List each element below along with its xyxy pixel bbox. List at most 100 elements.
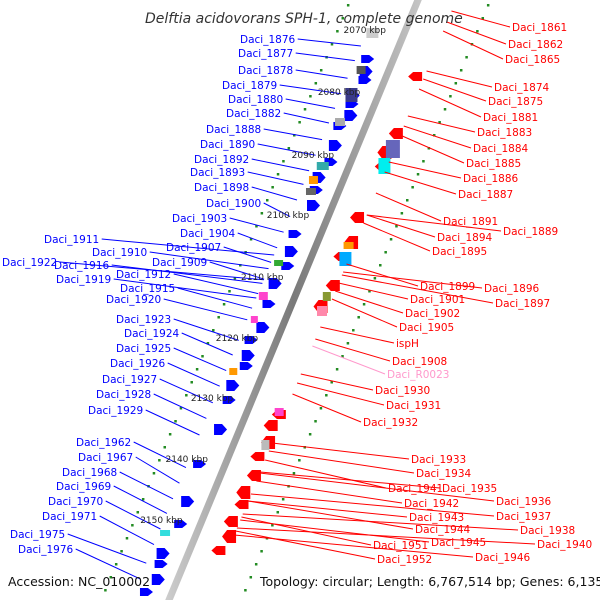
right-gene-label: Daci_1861 [512, 22, 567, 34]
tick-mark [244, 589, 247, 592]
kbp-label: 2090 kbp [292, 151, 335, 161]
kbp-label: 2070 kbp [344, 26, 387, 36]
leader-line [292, 393, 362, 423]
right-gene-label: Daci_R0023 [387, 369, 449, 381]
tick-mark [346, 4, 350, 7]
tick-mark [179, 407, 183, 410]
right-gene-label: Daci_1902 [405, 308, 460, 320]
leader-line [320, 326, 395, 344]
feature-box [335, 118, 346, 126]
leader-line [250, 493, 495, 517]
tick-mark [346, 342, 350, 345]
right-gene-label: Daci_1865 [505, 54, 560, 66]
leader-line [446, 21, 507, 45]
feature-box [345, 88, 358, 102]
leader-line [335, 290, 404, 314]
leader-line [260, 471, 441, 489]
leader-line [99, 515, 155, 546]
tick-mark [336, 30, 339, 33]
leader-line [285, 98, 336, 109]
tick-mark [287, 147, 291, 150]
leader-line [300, 373, 374, 391]
feature-box [258, 292, 268, 300]
forward-gene [156, 548, 170, 559]
forward-gene [151, 574, 165, 585]
tick-mark [368, 290, 371, 293]
tick-mark [325, 394, 328, 397]
tick-mark [476, 30, 479, 33]
leader-line [295, 69, 348, 79]
forward-gene [288, 230, 302, 238]
reverse-gene [236, 486, 251, 499]
reverse-gene [250, 452, 265, 461]
feature-box [250, 316, 258, 323]
tick-mark [308, 433, 312, 436]
right-gene-label: Daci_1931 [386, 400, 441, 412]
left-gene-label: Daci_1877 [238, 48, 293, 60]
tick-mark [120, 550, 123, 553]
forward-gene [328, 140, 342, 151]
tick-mark [174, 420, 177, 423]
genome-backbone [165, 0, 422, 600]
leader-line [366, 214, 502, 232]
right-gene-label: Daci_1901 [410, 294, 465, 306]
tick-mark [271, 186, 274, 189]
forward-gene [222, 396, 236, 404]
tick-mark [168, 433, 172, 436]
feature-box [160, 530, 171, 536]
left-gene-label: Daci_1898 [194, 182, 249, 194]
leader-line [223, 246, 272, 263]
reverse-gene [350, 212, 365, 223]
leader-line [105, 500, 161, 530]
kbp-scale: 2070 kbp 2080 kbp 2090 kbp 2100 kbp 2110 kbp… [140, 26, 386, 526]
tick-mark [281, 498, 285, 501]
tick-mark [357, 316, 360, 319]
leader-line [248, 500, 408, 518]
reverse-gene [325, 280, 340, 291]
leader-line [403, 125, 472, 149]
right-gene-label: Daci_1935 [442, 483, 497, 495]
tick-mark [249, 576, 253, 579]
tick-mark [190, 381, 193, 384]
tick-mark [330, 43, 334, 46]
left-gene-label: Daci_1880 [228, 94, 283, 106]
left-gene-label: Daci_1975 [10, 529, 65, 541]
right-gene-label: Daci_1897 [495, 298, 550, 310]
tick-mark [454, 82, 458, 85]
forward-gene [244, 336, 258, 344]
leader-line [247, 171, 304, 185]
tick-mark [400, 212, 404, 215]
right-gene-label: Daci_1884 [473, 143, 529, 155]
leader-line [407, 115, 476, 133]
tick-mark [114, 563, 118, 566]
tick-mark [239, 264, 242, 267]
leader-line [331, 298, 398, 328]
reverse-gene [246, 470, 261, 481]
tick-mark [319, 69, 323, 72]
tick-mark [379, 264, 382, 267]
tick-mark [260, 550, 263, 553]
tick-mark [131, 524, 134, 527]
kbp-label: 2140 kbp [166, 455, 209, 465]
right-gene-label: Daci_1887 [458, 189, 513, 201]
kbp-label: 2080 kbp [318, 88, 361, 98]
kbp-label: 2100 kbp [267, 211, 310, 221]
left-gene-label: Daci_1882 [226, 108, 281, 120]
leader-line [363, 222, 431, 252]
left-gene-label: Daci_1910 [92, 247, 147, 259]
right-gene-label: Daci_1881 [483, 112, 538, 124]
tick-mark [217, 316, 220, 319]
right-gene-label: Daci_1930 [375, 385, 430, 397]
leader-line [237, 232, 278, 249]
tick-mark [152, 472, 156, 475]
leader-line [241, 516, 372, 546]
leader-line [341, 274, 494, 304]
left-gene-label: Daci_1903 [172, 213, 227, 225]
leader-line [338, 282, 409, 300]
forward-gene [226, 380, 240, 391]
tick-mark [330, 381, 333, 384]
leader-line [375, 192, 442, 222]
tick-mark [298, 121, 301, 124]
leader-line [426, 70, 493, 88]
tick-mark [260, 212, 264, 215]
